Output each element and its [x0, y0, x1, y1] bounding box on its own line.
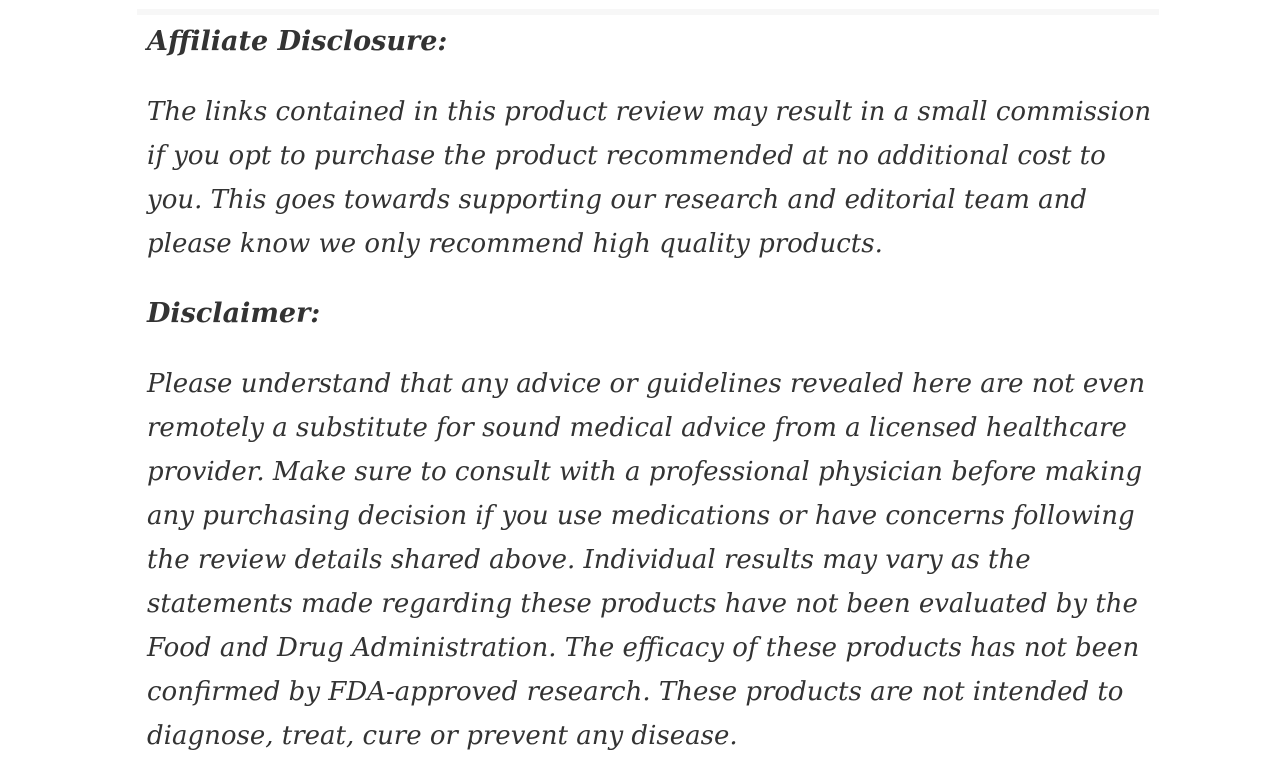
affiliate-disclosure-heading: Affiliate Disclosure:: [147, 26, 448, 57]
disclaimer-heading: Disclaimer:: [147, 298, 321, 329]
article-content: Affiliate Disclosure: The links containe…: [147, 20, 1153, 763]
cropped-element-bottom-edge: [137, 9, 1159, 15]
disclaimer-paragraph: Please understand that any advice or gui…: [147, 369, 1146, 751]
affiliate-disclosure-paragraph: The links contained in this product revi…: [147, 97, 1152, 259]
